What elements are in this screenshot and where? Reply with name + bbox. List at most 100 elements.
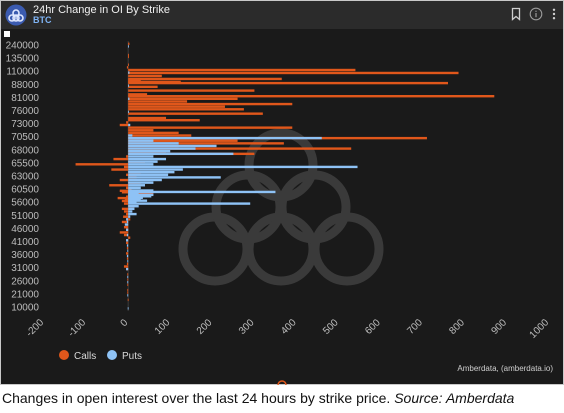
y-tick-label: 51000: [11, 211, 39, 222]
puts-bar: [128, 45, 130, 48]
puts-bar: [128, 215, 131, 218]
x-tick-label: 1000: [528, 317, 552, 341]
calls-bar: [127, 278, 129, 281]
puts-bar: [128, 155, 154, 158]
calls-bar: [117, 196, 129, 200]
calls-bar: [128, 97, 238, 101]
x-axis: -200 -100 0 100 200 300 400 500 600 700 800 900 1000: [24, 317, 551, 341]
calls-bar: [127, 288, 129, 292]
info-icon[interactable]: [529, 7, 543, 21]
puts-bar: [128, 168, 183, 171]
calls-bar: [121, 207, 129, 211]
calls-bar: [128, 81, 448, 85]
puts-bar: [128, 202, 251, 205]
calls-bar: [128, 108, 244, 111]
calls-bar: [128, 95, 495, 98]
puts-bar: [128, 84, 130, 87]
puts-bar: [128, 210, 133, 213]
bookmark-icon[interactable]: [509, 7, 523, 21]
calls-bar: [126, 257, 129, 260]
calls-bar: [121, 191, 129, 194]
calls-bar: [126, 212, 129, 216]
calls-bar: [126, 195, 129, 198]
y-tick-label: 36000: [11, 250, 39, 261]
y-tick-label: 88000: [11, 80, 39, 91]
puts-bar: [126, 254, 129, 258]
x-tick-label: 200: [195, 317, 215, 337]
legend-item-puts[interactable]: Puts: [107, 350, 142, 362]
calls-bar: [128, 105, 225, 108]
puts-bar: [128, 207, 135, 211]
puts-bar: [128, 144, 217, 148]
legend-label-puts: Puts: [122, 351, 143, 362]
more-vertical-icon[interactable]: [547, 7, 561, 21]
puts-bar: [128, 139, 154, 142]
calls-bar: [128, 119, 200, 122]
puts-bar: [128, 173, 169, 176]
calls-bar: [128, 55, 130, 59]
y-tick-label: 76000: [11, 106, 39, 117]
calls-bar: [128, 139, 238, 142]
calls-bar: [128, 126, 293, 129]
amberdata-logo-icon: [5, 4, 27, 26]
chart-subtitle: BTC: [33, 15, 52, 25]
calls-bar: [128, 68, 356, 72]
puts-bar: [128, 192, 139, 195]
y-tick-label: 41000: [11, 237, 39, 248]
calls-bar: [128, 85, 158, 89]
scroll-indicator-icon: [277, 380, 287, 385]
puts-bar: [126, 239, 129, 242]
chart-panel: 24hr Change in OI By Strike BTC 2400: [0, 0, 564, 385]
calls-bar: [121, 220, 129, 224]
puts-bar: [128, 71, 130, 74]
legend-label-calls: Calls: [74, 351, 97, 362]
chart-credit: Amberdata, (amberdata.io): [457, 364, 553, 373]
puts-bar: [128, 176, 221, 179]
puts-bar: [128, 184, 145, 187]
calls-bar: [75, 163, 129, 166]
calls-bar: [128, 131, 179, 135]
calls-bar: [124, 198, 129, 201]
puts-bar: [128, 110, 130, 114]
puts-bar: [128, 157, 167, 161]
corner-marker: [4, 31, 10, 37]
calls-bar: [123, 165, 129, 169]
calls-bar: [128, 142, 284, 145]
x-tick-label: -200: [24, 317, 46, 339]
y-tick-label: 240000: [6, 41, 40, 52]
puts-bar: [128, 147, 196, 150]
calls-bar: [126, 246, 129, 250]
calls-bar: [128, 129, 154, 132]
y-tick-label: 10000: [11, 303, 39, 314]
y-tick-label: 60500: [11, 185, 39, 196]
y-tick-label: 46000: [11, 224, 39, 235]
caption-text: Changes in open interest over the last 2…: [2, 390, 391, 406]
calls-bar: [128, 71, 459, 75]
legend-item-calls[interactable]: Calls: [59, 350, 96, 362]
puts-bar: [127, 281, 129, 284]
calls-bar: [123, 233, 129, 237]
puts-bar: [128, 189, 154, 192]
calls-bar: [127, 273, 129, 276]
x-tick-label: 700: [405, 317, 425, 337]
puts-bar: [128, 150, 171, 153]
puts-bar: [128, 195, 152, 198]
puts-bar: [128, 181, 154, 184]
calls-bar: [128, 42, 130, 45]
calls-bar: [123, 265, 129, 268]
calls-bar: [123, 202, 129, 205]
puts-bar: [128, 193, 154, 197]
x-tick-label: 900: [489, 317, 509, 337]
y-tick-label: 26000: [11, 276, 39, 287]
calls-bar: [126, 121, 129, 124]
x-tick-label: -100: [66, 317, 88, 339]
calls-bar: [128, 74, 162, 78]
x-tick-label: 300: [237, 317, 257, 337]
y-tick-label: 56000: [11, 198, 39, 209]
calls-bar: [126, 186, 129, 190]
puts-bar: [128, 134, 133, 137]
x-tick-label: 400: [279, 317, 299, 337]
y-axis: 240000 135000 110000 88000 81000 76000 73000 70…: [6, 41, 40, 314]
calls-bar: [128, 100, 188, 103]
calls-bar: [123, 210, 129, 213]
